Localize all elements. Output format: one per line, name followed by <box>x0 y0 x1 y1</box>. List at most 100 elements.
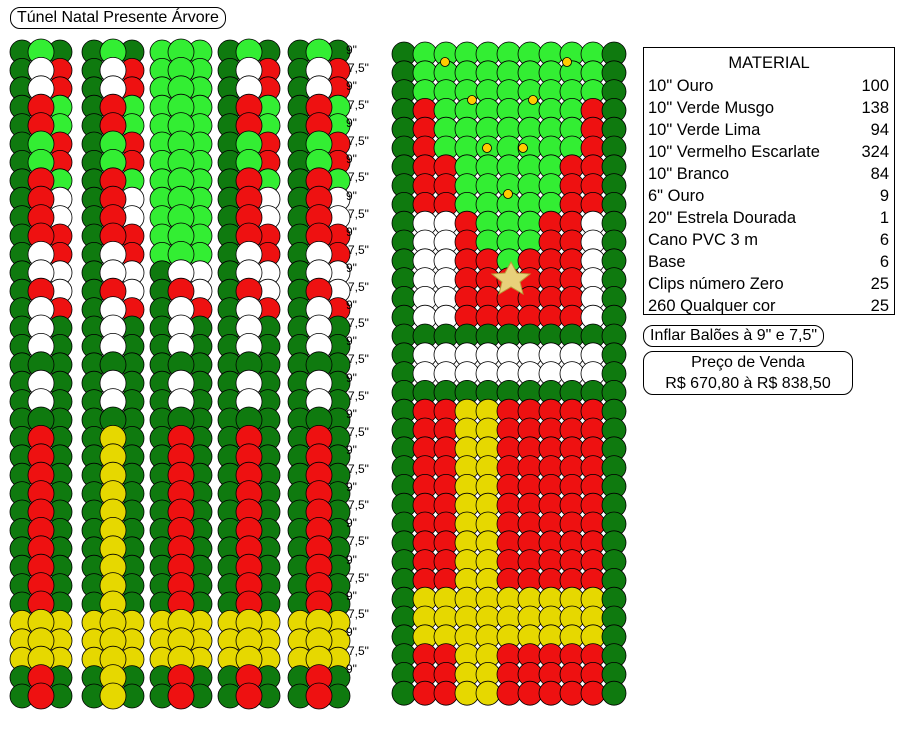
material-row: 10" Verde Lima 94 <box>644 119 894 141</box>
size-label: 9" <box>346 79 357 94</box>
balloon <box>99 682 127 710</box>
balloon <box>559 680 585 706</box>
balloon <box>454 680 480 706</box>
gold-balloon <box>518 143 528 153</box>
material-qty: 324 <box>861 143 889 161</box>
material-row: 6" Ouro 9 <box>644 185 894 207</box>
size-label: 7,5" <box>348 425 369 440</box>
material-table: MATERIAL 10" Ouro 100 10" Verde Musgo 138 10… <box>643 47 895 315</box>
size-label: 9" <box>346 661 357 676</box>
material-name: Base <box>648 253 686 271</box>
material-row: Clips número Zero 25 <box>644 273 894 295</box>
balloon <box>305 682 333 710</box>
balloon <box>475 680 501 706</box>
balloon <box>167 682 195 710</box>
material-row: 20" Estrela Dourada 1 <box>644 207 894 229</box>
star-balloon <box>490 260 532 296</box>
material-qty: 6 <box>879 253 889 271</box>
balloon <box>433 680 459 706</box>
price-label: Preço de Venda <box>691 354 805 371</box>
material-name: Clips número Zero <box>648 275 784 293</box>
material-qty: 100 <box>861 77 889 95</box>
size-label: 9" <box>346 297 357 312</box>
material-row: 10" Verde Musgo 138 <box>644 97 894 119</box>
page-title: Túnel Natal Presente Árvore <box>10 7 226 29</box>
material-row: 260 Qualquer cor 25 <box>644 295 894 317</box>
material-name: 10" Verde Musgo <box>648 99 775 117</box>
balloon <box>517 680 543 706</box>
size-label: 9" <box>346 516 357 531</box>
gold-balloon <box>503 189 513 199</box>
size-label: 9" <box>346 479 357 494</box>
size-label: 9" <box>346 625 357 640</box>
inflate-note: Inflar Balões à 9" e 7,5" <box>643 325 825 347</box>
material-name: 20" Estrela Dourada <box>648 209 797 227</box>
size-label: 7,5" <box>348 243 369 258</box>
size-label: 7,5" <box>348 316 369 330</box>
balloon <box>412 680 438 706</box>
material-row: Cano PVC 3 m 6 <box>644 229 894 251</box>
material-qty: 25 <box>870 275 889 293</box>
material-qty: 25 <box>870 297 889 315</box>
size-label: 7,5" <box>348 206 369 221</box>
material-row: 10" Branco 84 <box>644 163 894 185</box>
balloon <box>496 680 522 706</box>
size-label: 7,5" <box>348 643 369 658</box>
balloon <box>580 680 606 706</box>
material-qty: 138 <box>861 99 889 117</box>
size-label: 7,5" <box>348 134 369 148</box>
size-label: 7,5" <box>348 170 369 185</box>
material-qty: 6 <box>879 231 889 249</box>
size-label: 9" <box>346 334 357 349</box>
price-box: Preço de Venda R$ 670,80 à R$ 838,50 <box>643 351 853 395</box>
gold-balloon <box>482 143 492 153</box>
gold-balloon <box>440 57 450 67</box>
balloon <box>601 680 627 706</box>
material-name: 260 Qualquer cor <box>648 297 776 315</box>
size-label: 7,5" <box>348 388 369 403</box>
material-qty: 1 <box>879 209 889 227</box>
material-name: 10" Ouro <box>648 77 714 95</box>
material-name: 10" Branco <box>648 165 730 183</box>
material-rows: 10" Ouro 100 10" Verde Musgo 138 10" Verde L… <box>644 75 894 317</box>
size-label: 9" <box>346 152 357 167</box>
material-row: 10" Ouro 100 <box>644 75 894 97</box>
balloon <box>27 682 55 710</box>
size-label: 7,5" <box>348 279 369 294</box>
size-label: 9" <box>346 188 357 203</box>
size-label: 9" <box>346 443 357 458</box>
material-name: 10" Verde Lima <box>648 121 761 139</box>
material-qty: 94 <box>870 121 889 139</box>
size-label: 7,5" <box>348 352 369 367</box>
size-label: 9" <box>346 225 357 239</box>
balloon <box>538 680 564 706</box>
size-label: 7,5" <box>348 570 369 585</box>
size-label: 7,5" <box>348 498 369 512</box>
gold-balloon <box>528 95 538 105</box>
gold-balloon <box>562 57 572 67</box>
material-name: 6" Ouro <box>648 187 705 205</box>
gold-balloon <box>467 95 477 105</box>
size-label: 7,5" <box>348 534 369 549</box>
size-label: 9" <box>346 552 357 567</box>
material-header: MATERIAL <box>728 54 810 72</box>
material-row: Base 6 <box>644 251 894 273</box>
size-label: 9" <box>346 407 357 421</box>
balloon <box>391 680 417 706</box>
size-label: 7,5" <box>348 461 369 476</box>
size-label: 9" <box>346 261 357 276</box>
price-value: R$ 670,80 à R$ 838,50 <box>665 375 831 392</box>
size-label: 7,5" <box>348 607 369 622</box>
material-qty: 9 <box>879 187 889 205</box>
material-name: Cano PVC 3 m <box>648 231 759 249</box>
material-row: 10" Vermelho Escarlate 324 <box>644 141 894 163</box>
size-label: 9" <box>346 370 357 385</box>
size-label: 9" <box>346 43 357 57</box>
size-label: 9" <box>346 115 357 130</box>
balloon <box>235 682 263 710</box>
size-label: 7,5" <box>348 61 369 76</box>
material-qty: 84 <box>870 165 889 183</box>
size-label: 9" <box>346 589 357 603</box>
size-label: 7,5" <box>348 97 369 112</box>
